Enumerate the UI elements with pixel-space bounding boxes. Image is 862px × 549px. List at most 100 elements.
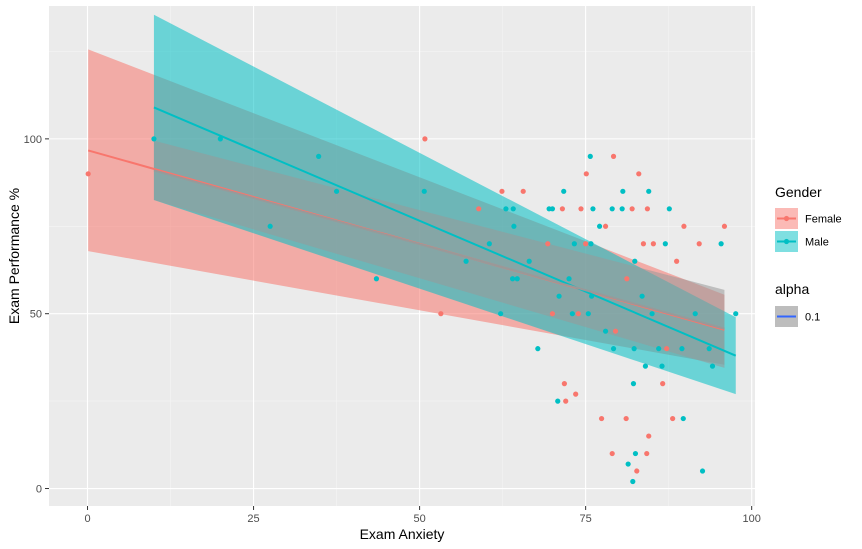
point-female xyxy=(476,206,482,212)
point-male xyxy=(649,311,655,317)
point-female xyxy=(629,206,635,212)
point-male xyxy=(566,276,572,282)
point-male xyxy=(680,415,686,422)
point-male xyxy=(733,311,739,317)
point-male xyxy=(526,258,532,264)
point-female xyxy=(646,433,652,439)
point-female xyxy=(664,346,670,352)
legend-label-alpha: 0.1 xyxy=(805,312,820,324)
legend-title-gender: Gender xyxy=(775,184,822,200)
point-male xyxy=(596,223,603,229)
point-female xyxy=(85,171,91,177)
x-tick-label: 75 xyxy=(580,513,592,525)
x-tick-label: 0 xyxy=(84,513,90,525)
point-female xyxy=(422,136,428,142)
axes: 0 25 50 75 100 0 50 100 xyxy=(24,134,761,525)
point-male xyxy=(217,136,223,142)
point-female xyxy=(575,311,581,317)
point-female xyxy=(545,241,551,247)
point-female xyxy=(674,258,680,264)
point-female xyxy=(583,171,589,177)
point-male xyxy=(718,241,724,247)
y-tick-label: 50 xyxy=(30,309,42,321)
point-male xyxy=(151,136,157,142)
legend-label-male: Male xyxy=(805,237,829,249)
point-male xyxy=(662,241,668,247)
y-axis-title: Exam Performance % xyxy=(6,188,22,324)
point-male xyxy=(535,346,541,352)
point-male xyxy=(610,346,617,352)
y-tick-label: 100 xyxy=(24,134,42,146)
point-male xyxy=(632,450,639,457)
point-female xyxy=(609,450,615,457)
point-female xyxy=(623,415,629,422)
point-female xyxy=(438,311,444,317)
point-male xyxy=(555,398,561,404)
point-male xyxy=(587,153,593,159)
point-female xyxy=(640,241,647,247)
point-male xyxy=(631,346,637,352)
point-male xyxy=(498,311,504,317)
legend: Gender Female Male alpha 0.1 xyxy=(775,184,842,327)
point-male xyxy=(316,153,322,159)
point-male xyxy=(709,363,716,369)
point-male xyxy=(619,206,625,212)
point-male xyxy=(463,258,469,264)
point-male xyxy=(590,206,596,212)
point-female xyxy=(721,223,728,229)
point-male xyxy=(639,293,645,299)
point-male xyxy=(589,293,595,299)
point-male xyxy=(666,206,672,212)
point-female xyxy=(650,241,656,247)
point-female xyxy=(660,381,666,387)
point-female xyxy=(670,415,676,422)
point-male xyxy=(585,311,591,317)
point-female xyxy=(612,328,619,334)
point-female xyxy=(624,276,630,282)
point-female xyxy=(681,223,687,229)
point-male xyxy=(630,381,637,387)
point-male xyxy=(511,223,517,229)
point-male xyxy=(509,276,516,282)
point-female xyxy=(602,223,609,229)
point-male xyxy=(620,188,626,194)
point-female xyxy=(610,153,617,159)
legend-title-alpha: alpha xyxy=(775,281,809,297)
point-male xyxy=(549,206,556,212)
point-female xyxy=(499,188,505,194)
point-male xyxy=(514,276,520,282)
point-female xyxy=(598,415,605,422)
point-female xyxy=(696,241,702,247)
x-tick-label: 25 xyxy=(247,513,259,525)
y-tick-label: 0 xyxy=(36,484,42,496)
point-male xyxy=(510,206,516,212)
point-male xyxy=(609,206,615,212)
ribbon-0-1 xyxy=(153,140,725,368)
point-male xyxy=(625,461,631,467)
fit-line-0-1 xyxy=(153,169,725,330)
point-male xyxy=(569,311,575,317)
point-male xyxy=(571,241,577,247)
point-male xyxy=(642,363,649,369)
legend-label-female: Female xyxy=(805,214,842,226)
point-male xyxy=(692,311,698,317)
point-male xyxy=(486,241,492,247)
point-male xyxy=(632,258,638,264)
x-tick-label: 100 xyxy=(742,513,760,525)
point-female xyxy=(583,241,589,247)
point-female xyxy=(634,468,640,474)
point-female xyxy=(563,398,569,404)
point-male xyxy=(561,188,567,194)
legend-key-point-male xyxy=(783,238,790,245)
point-male xyxy=(503,206,509,212)
point-female xyxy=(644,450,650,457)
point-male xyxy=(267,223,273,229)
point-male xyxy=(679,346,685,352)
fit-line-male xyxy=(153,106,737,357)
point-female xyxy=(549,311,556,317)
point-female xyxy=(644,206,651,212)
point-male xyxy=(421,188,427,194)
point-female xyxy=(636,171,642,177)
point-female xyxy=(578,206,584,212)
